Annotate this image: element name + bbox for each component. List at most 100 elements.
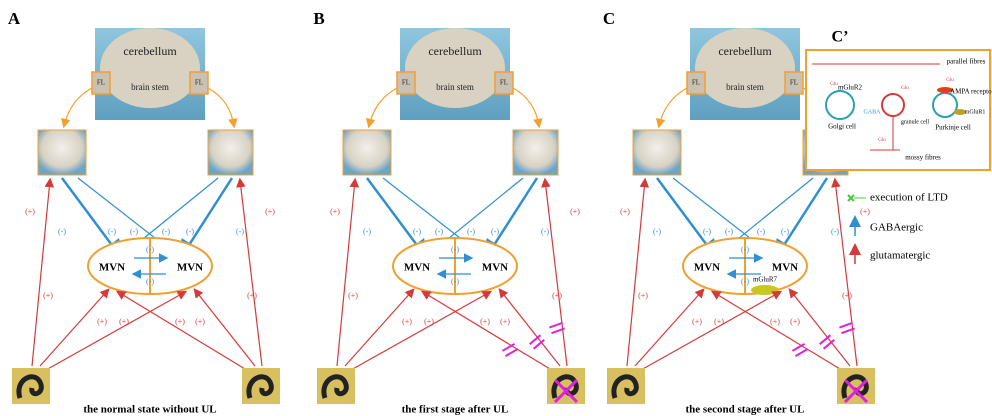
arrow [831,177,858,367]
arrow [710,290,846,373]
label: (+) [500,317,510,326]
ear-icon-shape [611,374,639,399]
arrow [420,290,556,373]
arrow [193,288,256,367]
brain-shape [405,28,505,108]
label: granule cell [901,119,929,125]
arrow [788,288,851,367]
label: (-) [653,227,661,236]
label: (+) [770,317,780,326]
label: (-) [130,227,138,236]
lesion-mark [819,334,832,345]
label: (-) [725,227,733,236]
label: mossy fibres [905,154,941,162]
arrow [512,87,543,129]
lesion-mark [501,343,516,352]
legend-ltd-mark [847,194,855,202]
label: FL [692,79,700,87]
label: (+) [714,317,724,326]
lesion-mark [532,339,545,350]
fl-box [784,71,804,95]
label: (+) [860,207,870,216]
ear-icon-shape [321,374,349,399]
label: parallel fibres [947,58,986,66]
label: MVN [404,262,430,274]
golgi-cell [825,90,855,120]
arrow [626,177,650,367]
flocculus-photo [37,129,87,176]
arrow [31,177,55,367]
flocculus-photo [512,129,559,176]
arrow [774,177,829,261]
arrow [655,87,688,129]
label: MVN [482,262,508,274]
label: (+) [638,291,648,300]
arrow [115,290,251,373]
label: (+) [43,291,53,300]
lesion-mark [822,339,835,350]
label: (-) [58,227,66,236]
label: FL [195,79,203,87]
label: mGluR7 [753,276,778,284]
label: (-) [491,227,499,236]
arrow [541,177,568,367]
label: MVN [177,262,203,274]
label: (+) [265,207,275,216]
label: (+) [424,317,434,326]
fl-box [396,71,416,95]
label: C’ [832,29,849,46]
label: (-) [831,227,839,236]
label: Glu [830,82,838,87]
label: (-) [703,227,711,236]
label: (+) [195,317,205,326]
arrow [350,290,493,371]
label: cerebellum [123,44,177,58]
brain-shape [100,28,200,108]
label: (+) [119,317,129,326]
lesion-mark [839,321,853,329]
label: (-) [146,245,154,254]
label: the second stage after UL [686,404,805,416]
label: (-) [451,277,459,286]
lesion-x [843,378,869,404]
arrow [344,288,415,367]
arrow [640,290,783,371]
label: (-) [757,227,765,236]
arrow [39,288,110,367]
arrow [236,177,263,367]
arrow [365,87,398,129]
lesion-mark [549,321,563,329]
label: (+) [552,291,562,300]
arrow [655,177,718,261]
label: the normal state without UL [83,404,216,416]
label: (+) [842,291,852,300]
arrow [60,87,93,129]
arrow [45,290,188,371]
label: (-) [363,227,371,236]
label: (-) [108,227,116,236]
flocculus-photo [342,129,392,176]
arrow [634,288,705,367]
label: (+) [620,207,630,216]
label: cerebellum [428,44,482,58]
label: A [8,9,21,28]
fl-box [91,71,111,95]
label: (-) [186,227,194,236]
label: FL [500,79,508,87]
label: AMPA receptor [950,88,992,96]
arrow [336,177,360,367]
label: C [603,9,615,28]
lesion-mark [529,334,542,345]
lesion-mark [791,343,806,352]
label: brain stem [131,82,169,92]
brain-shape [695,28,795,108]
label: (+) [480,317,490,326]
label: (-) [781,227,789,236]
arrow [365,177,428,261]
label: mGluR2 [838,84,863,92]
label: B [313,9,324,28]
label: (+) [692,317,702,326]
label: Glu [946,78,954,83]
label: (-) [467,227,475,236]
arrow [498,288,561,367]
